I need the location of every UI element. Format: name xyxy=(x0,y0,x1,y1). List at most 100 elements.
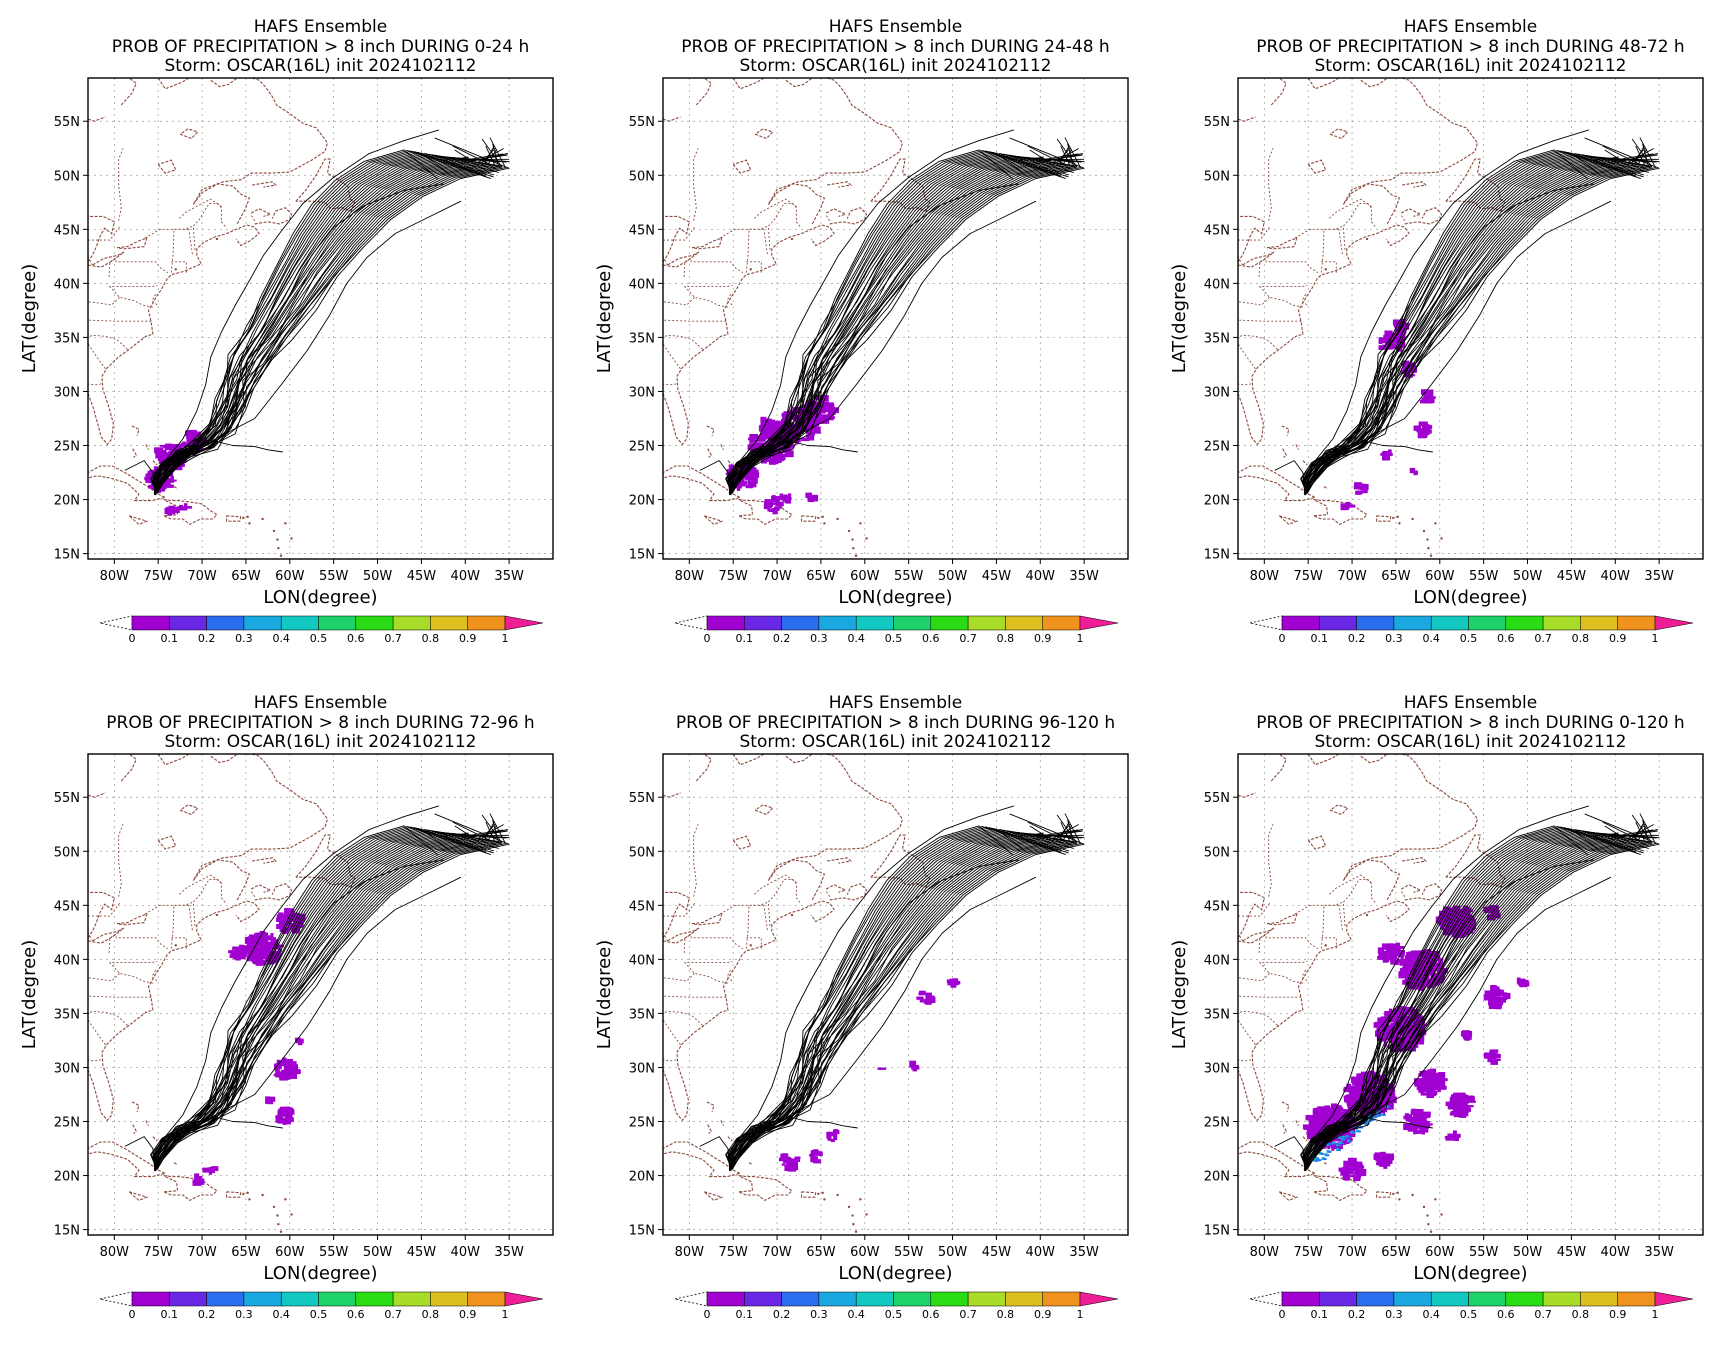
track-line xyxy=(1307,200,1612,491)
prob-cell xyxy=(810,1156,816,1163)
colorbar: 0 0.1 0.2 0.3 0.4 0.5 0.6 0.7 0.8 0.9 1 xyxy=(99,615,544,645)
lat-tick-label: 15N xyxy=(1204,1224,1230,1239)
prob-cell xyxy=(775,446,780,452)
coastline xyxy=(1329,804,1349,816)
prob-cell-mid xyxy=(1371,1118,1375,1121)
colorbar-swatch xyxy=(1542,615,1581,631)
island xyxy=(1398,1198,1401,1201)
island xyxy=(246,515,249,519)
boundary-line xyxy=(1238,1010,1278,1026)
boundary-line xyxy=(118,148,124,221)
prob-cell-mid xyxy=(1357,1130,1361,1133)
prob-cell xyxy=(1344,1170,1354,1175)
prob-cell-high xyxy=(1366,1112,1370,1116)
prob-cell xyxy=(188,439,197,447)
colorbar-swatch xyxy=(206,615,245,631)
ensemble-tracks xyxy=(1274,129,1660,496)
prob-cell xyxy=(1374,1152,1384,1155)
prob-cell xyxy=(1386,335,1390,338)
map-frame xyxy=(1237,753,1704,1236)
prob-cell xyxy=(784,1158,791,1163)
prob-cell-mid xyxy=(1377,1111,1381,1114)
prob-cell xyxy=(1338,1167,1344,1172)
colorbar-label: 0.6 xyxy=(347,632,365,645)
coastline xyxy=(88,891,115,939)
prob-cell xyxy=(1329,1107,1333,1115)
prob-cell xyxy=(1411,1020,1417,1023)
lon-tick-label: 75W xyxy=(718,1245,748,1260)
coastline xyxy=(825,884,848,893)
boundary-line xyxy=(1238,973,1270,982)
prob-cell xyxy=(1493,1058,1500,1061)
track-line xyxy=(728,829,1083,1170)
prob-cell xyxy=(162,481,170,486)
lat-tick-label: 25N xyxy=(54,1116,80,1131)
boundary-line xyxy=(88,932,93,942)
lon-tick-label: 40W xyxy=(451,569,481,584)
colorbar-label: 1 xyxy=(502,632,509,645)
coastline xyxy=(1360,754,1388,764)
coastline xyxy=(179,128,199,140)
lat-tick-label: 35N xyxy=(1204,331,1230,346)
prob-cell xyxy=(1419,1083,1425,1089)
coastline xyxy=(695,78,712,106)
lat-tick-label: 45N xyxy=(54,899,80,914)
island xyxy=(852,546,855,550)
boundary-line xyxy=(1338,905,1343,931)
prob-cell xyxy=(801,437,810,442)
prob-cell xyxy=(1390,943,1398,949)
coastline xyxy=(663,900,835,1122)
prob-cell xyxy=(1342,504,1351,507)
boundary-line xyxy=(1320,904,1339,949)
prob-cell xyxy=(1422,1125,1431,1128)
track-line xyxy=(729,832,1074,1169)
prob-cell xyxy=(812,1150,817,1156)
map-panel-0-120: HAFS Ensemble PROB OF PRECIPITATION > 8 i… xyxy=(1150,676,1725,1352)
track-line xyxy=(731,832,1044,1168)
prob-cell xyxy=(1491,989,1498,995)
prob-cell xyxy=(1417,1017,1424,1020)
boundary-line xyxy=(88,1010,128,1026)
boundary-line xyxy=(178,874,222,895)
prob-cell xyxy=(1382,456,1391,461)
colorbar-label: 0.8 xyxy=(422,1308,440,1321)
prob-cell-mid xyxy=(1328,1143,1332,1146)
island xyxy=(1429,554,1433,557)
prob-cell xyxy=(1350,1076,1360,1080)
prob-cell xyxy=(1383,1160,1393,1163)
prob-cell xyxy=(1426,1092,1435,1099)
prob-cell xyxy=(801,422,810,426)
prob-cell xyxy=(789,433,793,439)
colorbar-swatch xyxy=(280,1291,319,1307)
coastline xyxy=(1313,1175,1368,1202)
coastline xyxy=(727,460,733,466)
prob-cell xyxy=(1418,1086,1425,1093)
prob-cell xyxy=(1463,1035,1470,1040)
colorbar-swatch xyxy=(1042,1291,1081,1307)
island xyxy=(854,554,858,557)
prob-cell xyxy=(1483,906,1489,912)
track-line xyxy=(728,153,1083,494)
coastline xyxy=(663,251,700,268)
prob-cell xyxy=(1435,1072,1443,1076)
boundary-line xyxy=(1342,202,1377,250)
track-line xyxy=(1304,156,1649,493)
prob-cell xyxy=(1405,1007,1410,1012)
lat-tick-label: 25N xyxy=(1204,1116,1230,1131)
track-line xyxy=(153,153,508,494)
prob-cell xyxy=(1458,1105,1466,1112)
boundary-line xyxy=(188,905,193,931)
prob-cell xyxy=(826,1131,832,1139)
coastline xyxy=(226,515,242,522)
track-line xyxy=(728,147,1071,495)
colorbar-swatch xyxy=(1005,615,1043,631)
coastline xyxy=(754,128,774,140)
prob-cell xyxy=(1402,363,1406,368)
prob-cell xyxy=(1405,955,1410,959)
y-axis-label: LAT(degree) xyxy=(1169,264,1190,373)
prob-cell xyxy=(1392,1008,1399,1012)
colorbar-swatch xyxy=(1356,615,1395,631)
prob-cell xyxy=(1417,1020,1421,1025)
